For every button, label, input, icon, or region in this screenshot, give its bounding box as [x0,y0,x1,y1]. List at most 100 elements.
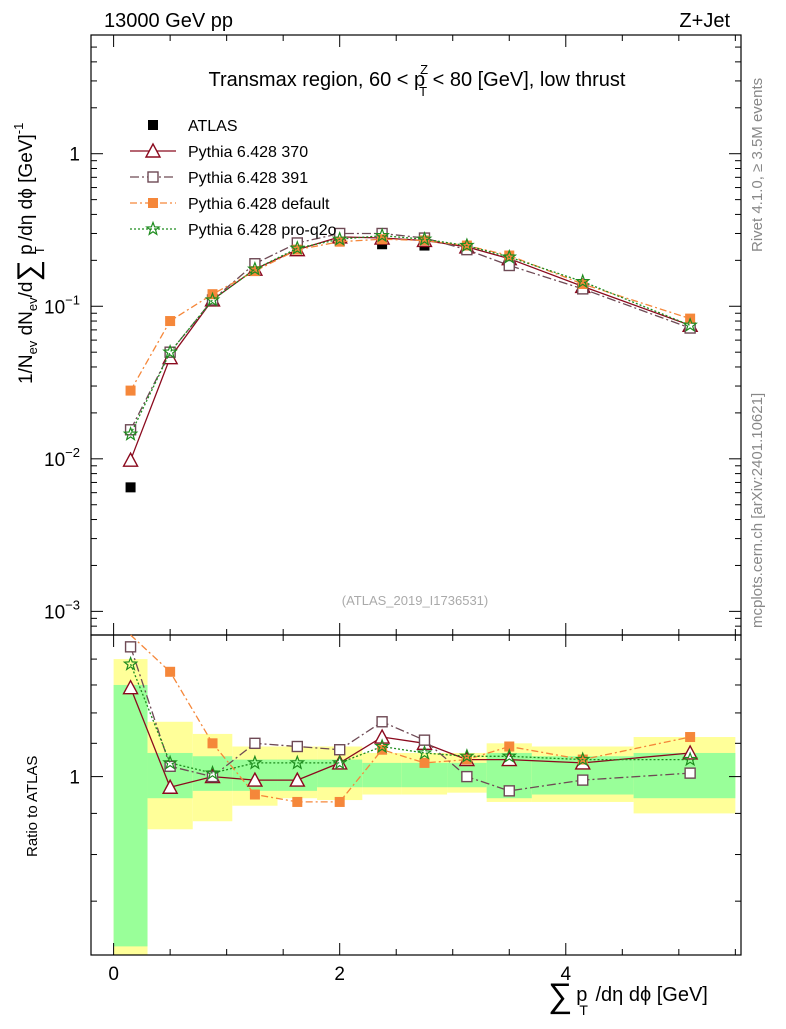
series-line-2 [130,232,691,431]
series-point-2 [124,424,137,436]
legend-label: Pythia 6.428 default [188,196,330,213]
plot-title-sup: Z [420,62,428,77]
legend-marker [147,171,159,183]
y-tick-label: 10−2 [44,445,80,471]
ratio-point-4 [247,754,263,770]
ratio-point-3 [504,741,515,752]
ratio-point-4 [682,751,698,767]
series-point-3 [125,385,136,396]
ratio-point-3 [165,666,176,677]
ratio-point-4 [331,754,348,770]
legend-marker [144,142,162,158]
header-energy: 13000 GeV pp [104,10,233,32]
series-line-4 [130,235,691,435]
legend-marker [145,220,161,236]
ratio-point-2 [503,785,515,797]
ratio-point-3 [292,796,303,807]
ratio-frame [90,634,742,956]
ratio-point-1 [161,778,179,794]
ratio-y-label: Ratio to ATLAS [24,756,41,857]
ratio-point-4 [574,751,591,767]
plot-title: Transmax region, 60 < pZ T < 80 [GeV], lo… [209,62,626,99]
ratio-point-2 [376,716,388,728]
x-tick-label: 4 [560,964,571,985]
y-tick-label: 1 [69,145,80,166]
series-point-4 [122,425,139,441]
series-point-3 [165,316,176,327]
legend-marker [148,120,158,130]
ratio-point-4 [162,754,178,770]
y-tick-label: 10−3 [44,597,80,623]
x-label: ∑ p T /dη dϕ [GeV] [548,977,708,1018]
series-line-3 [130,238,691,391]
ratio-point-2 [577,774,589,786]
ratio-line-1 [129,687,691,788]
ratio-point-4 [501,748,518,763]
series-point-1 [122,451,139,467]
ratio-uncertainty-bands [113,659,736,955]
series-point-4 [416,230,433,246]
x-tick-label: 0 [108,964,119,985]
series-point-4 [501,248,518,264]
series-point-3 [419,235,430,246]
ratio-point-1 [122,679,139,695]
series-point-4 [204,291,221,307]
series-point-3 [377,234,388,245]
ratio-point-2 [291,740,304,753]
ratio-point-4 [459,748,475,763]
series-line-1 [129,236,691,461]
ratio-line-4 [129,663,691,774]
main-y-label: 1/Nev dNev/d∑ pT /dη dϕ [GeV]-1 [11,123,47,384]
ratio-point-3 [249,789,260,800]
atlas-point [125,482,136,493]
series-point-3 [504,250,515,261]
ratio-line-3 [130,634,691,803]
series-point-4 [574,273,591,289]
legend-marker [148,198,158,208]
mcplots-label: mcplots.cern.ch [arXiv:2401.10621] [749,393,766,628]
analysis-watermark: (ATLAS_2019_I1736531) [342,593,488,608]
series-point-4 [247,260,263,276]
legend: ATLAS Pythia 6.428 370 Pythia 6.428 391 Pyt… [130,118,337,239]
series-point-4 [331,230,348,246]
ratio-tick-label: 1 [69,768,80,789]
ratio-point-2 [249,737,261,750]
ratio-axes: 1 0 2 4 [69,35,742,985]
stat-band-bin [113,684,148,947]
ratio-point-1 [289,771,306,787]
ratio-point-2 [684,767,696,779]
plot-title-sub: T [419,84,427,99]
ratio-point-4 [204,764,221,780]
series-point-4 [682,317,698,333]
ratio-line-2 [129,646,691,792]
ratio-series [122,634,699,807]
ratio-point-4 [289,754,306,770]
ratio-point-3 [334,796,345,807]
series-point-4 [374,227,390,243]
series-point-4 [459,237,475,253]
legend-label: Pythia 6.428 pro-q2o [188,222,337,239]
rivet-label: Rivet 4.1.0, ≥ 3.5M events [749,78,766,252]
series-point-3 [292,244,303,255]
ratio-point-3 [685,732,696,743]
ratio-point-1 [246,771,264,787]
header-process: Z+Jet [679,10,730,32]
ratio-point-1 [373,728,391,744]
ratio-point-2 [418,734,431,746]
ratio-point-2 [206,770,219,783]
y-tick-label: 10−1 [44,292,80,318]
main-series [122,227,699,493]
ratio-point-4 [374,738,390,754]
ratio-point-3 [207,738,218,749]
x-tick-label: 2 [334,964,345,985]
ratio-point-2 [461,770,473,783]
plot-title-rest: < 80 [GeV], low thrust [427,69,626,91]
series-point-4 [289,240,306,255]
ratio-point-4 [416,744,433,760]
main-axes: 10−3 10−2 10−1 1 [44,34,742,636]
series-point-4 [162,343,178,359]
ratio-point-3 [419,757,430,768]
series-point-3 [249,266,260,277]
ratio-point-2 [333,744,346,756]
